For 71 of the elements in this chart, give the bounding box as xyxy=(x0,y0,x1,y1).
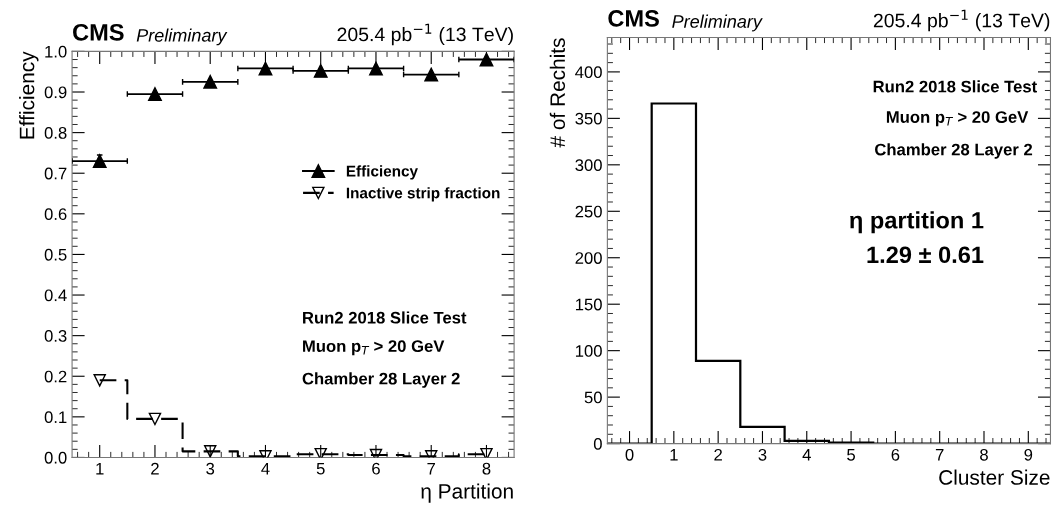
y-tick-label: 300 xyxy=(575,159,602,172)
annotation: Chamber 28 Layer 2 xyxy=(875,143,1033,159)
y-tick-label: 250 xyxy=(575,205,602,218)
x-tick-label: 6 xyxy=(372,462,380,475)
y-tick-label: 1.0 xyxy=(45,45,67,58)
legend-label: Inactive strip fraction xyxy=(346,187,500,202)
point xyxy=(148,87,162,101)
y-tick-label: 100 xyxy=(575,345,602,357)
text: 205.4 pb$^{−1}$ (13 TeV) xyxy=(337,23,513,46)
y-tick-label: 50 xyxy=(584,391,602,404)
point xyxy=(479,52,494,67)
annotation: η partition 1 xyxy=(850,211,984,234)
x-tick-label: 7 xyxy=(427,462,436,475)
y-tick-label: 0.5 xyxy=(44,248,67,261)
y-tick-label: 0 xyxy=(593,437,602,450)
point xyxy=(148,412,162,426)
text: 205.4 pb$^{−1}$ (13 TeV) xyxy=(873,9,1050,32)
annotation: Chamber 28 Layer 2 xyxy=(302,372,460,388)
x-tick-label: 2 xyxy=(151,462,159,475)
x-tick-label: 8 xyxy=(980,448,988,461)
legend-label: Efficiency xyxy=(346,165,418,180)
x-tick-label: 9 xyxy=(1024,448,1033,461)
annotation: Run2 2018 Slice Test xyxy=(303,311,467,324)
point xyxy=(258,61,273,76)
x-tick-label: 2 xyxy=(714,448,722,461)
annotation: Muon p$_{T}$ > 20 GeV xyxy=(303,340,445,356)
y-axis-title: Efficiency xyxy=(19,51,39,139)
y-tick-label: 0.0 xyxy=(44,451,67,464)
point xyxy=(369,61,383,76)
annotation: Run2 2018 Slice Test xyxy=(873,80,1037,93)
y-tick-label: 350 xyxy=(575,112,602,125)
annotation: 1.29 ± 0.61 xyxy=(867,246,984,264)
y-tick-label: 200 xyxy=(575,252,602,264)
x-axis-title: Cluster Size xyxy=(939,469,1050,485)
y-tick-label: 0.2 xyxy=(44,370,67,383)
point xyxy=(313,63,328,78)
x-tick-label: 3 xyxy=(758,448,767,461)
y-tick-label: 0.7 xyxy=(44,167,67,180)
x-tick-label: 4 xyxy=(261,462,270,475)
point xyxy=(314,447,327,458)
point xyxy=(93,374,106,387)
x-tick-label: 5 xyxy=(316,462,325,475)
point xyxy=(424,67,439,82)
y-tick-label: 400 xyxy=(575,66,602,79)
x-tick-label: 6 xyxy=(891,448,900,461)
x-tick-label: 5 xyxy=(847,449,856,461)
x-tick-label: 4 xyxy=(802,449,811,461)
chart-subtitle: Preliminary xyxy=(672,14,763,32)
x-axis-title: η Partition xyxy=(421,483,513,503)
x-tick-label: 7 xyxy=(935,449,944,461)
y-tick-label: 0.6 xyxy=(44,208,67,221)
chart-title: CMS xyxy=(608,10,659,27)
chart-subtitle: Preliminary xyxy=(136,28,228,46)
point xyxy=(203,74,218,89)
y-tick-label: 150 xyxy=(575,298,602,311)
y-tick-label: 0.1 xyxy=(44,411,67,424)
y-tick-label: 0.3 xyxy=(44,330,67,342)
x-tick-label: 8 xyxy=(482,462,491,475)
y-axis-title: # of Rechits xyxy=(549,38,566,148)
point xyxy=(480,447,493,458)
y-tick-label: 0.8 xyxy=(44,127,67,139)
y-tick-label: 0.4 xyxy=(44,289,67,302)
x-tick-label: 1 xyxy=(96,462,104,475)
x-tick-label: 0 xyxy=(625,448,634,461)
chart-title: CMS xyxy=(73,23,124,41)
point xyxy=(203,445,217,458)
y-tick-label: 0.9 xyxy=(44,86,67,99)
annotation: Muon p$_{T}$ > 20 GeV xyxy=(886,111,1029,127)
x-tick-label: 3 xyxy=(206,462,215,475)
point xyxy=(369,448,383,458)
x-tick-label: 1 xyxy=(670,449,678,461)
